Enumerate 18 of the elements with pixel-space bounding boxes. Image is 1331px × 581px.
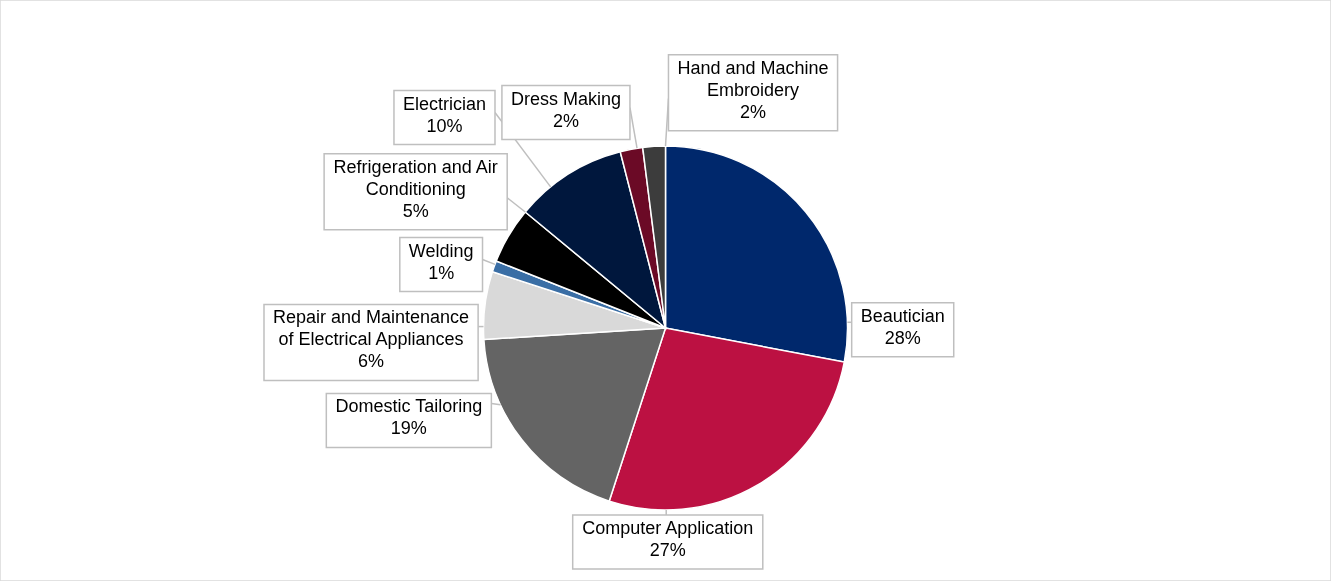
data-label: 10%	[426, 115, 463, 136]
slice-label: Welding	[408, 240, 474, 261]
slice-label: Electrician	[402, 93, 486, 114]
slice-label: Domestic Tailoring	[335, 396, 483, 417]
data-label: 2%	[740, 101, 767, 122]
slice-label: Hand and Machine Embroidery	[677, 57, 829, 100]
slice-label: Refrigeration and Air Conditioning	[333, 156, 498, 199]
data-label: 6%	[358, 351, 385, 372]
slice-label: Dress Making	[510, 88, 621, 109]
data-label: 2%	[552, 110, 579, 131]
data-label: 5%	[402, 200, 429, 221]
data-label: 28%	[884, 327, 921, 348]
slice-label: Computer Application	[582, 517, 754, 538]
data-label: 27%	[649, 539, 686, 560]
slice-label: Beautician	[860, 305, 945, 326]
slice-label: Repair and Maintenance of Electrical Appliances	[272, 307, 470, 350]
data-label: 1%	[428, 262, 455, 283]
data-label: 19%	[390, 418, 427, 439]
